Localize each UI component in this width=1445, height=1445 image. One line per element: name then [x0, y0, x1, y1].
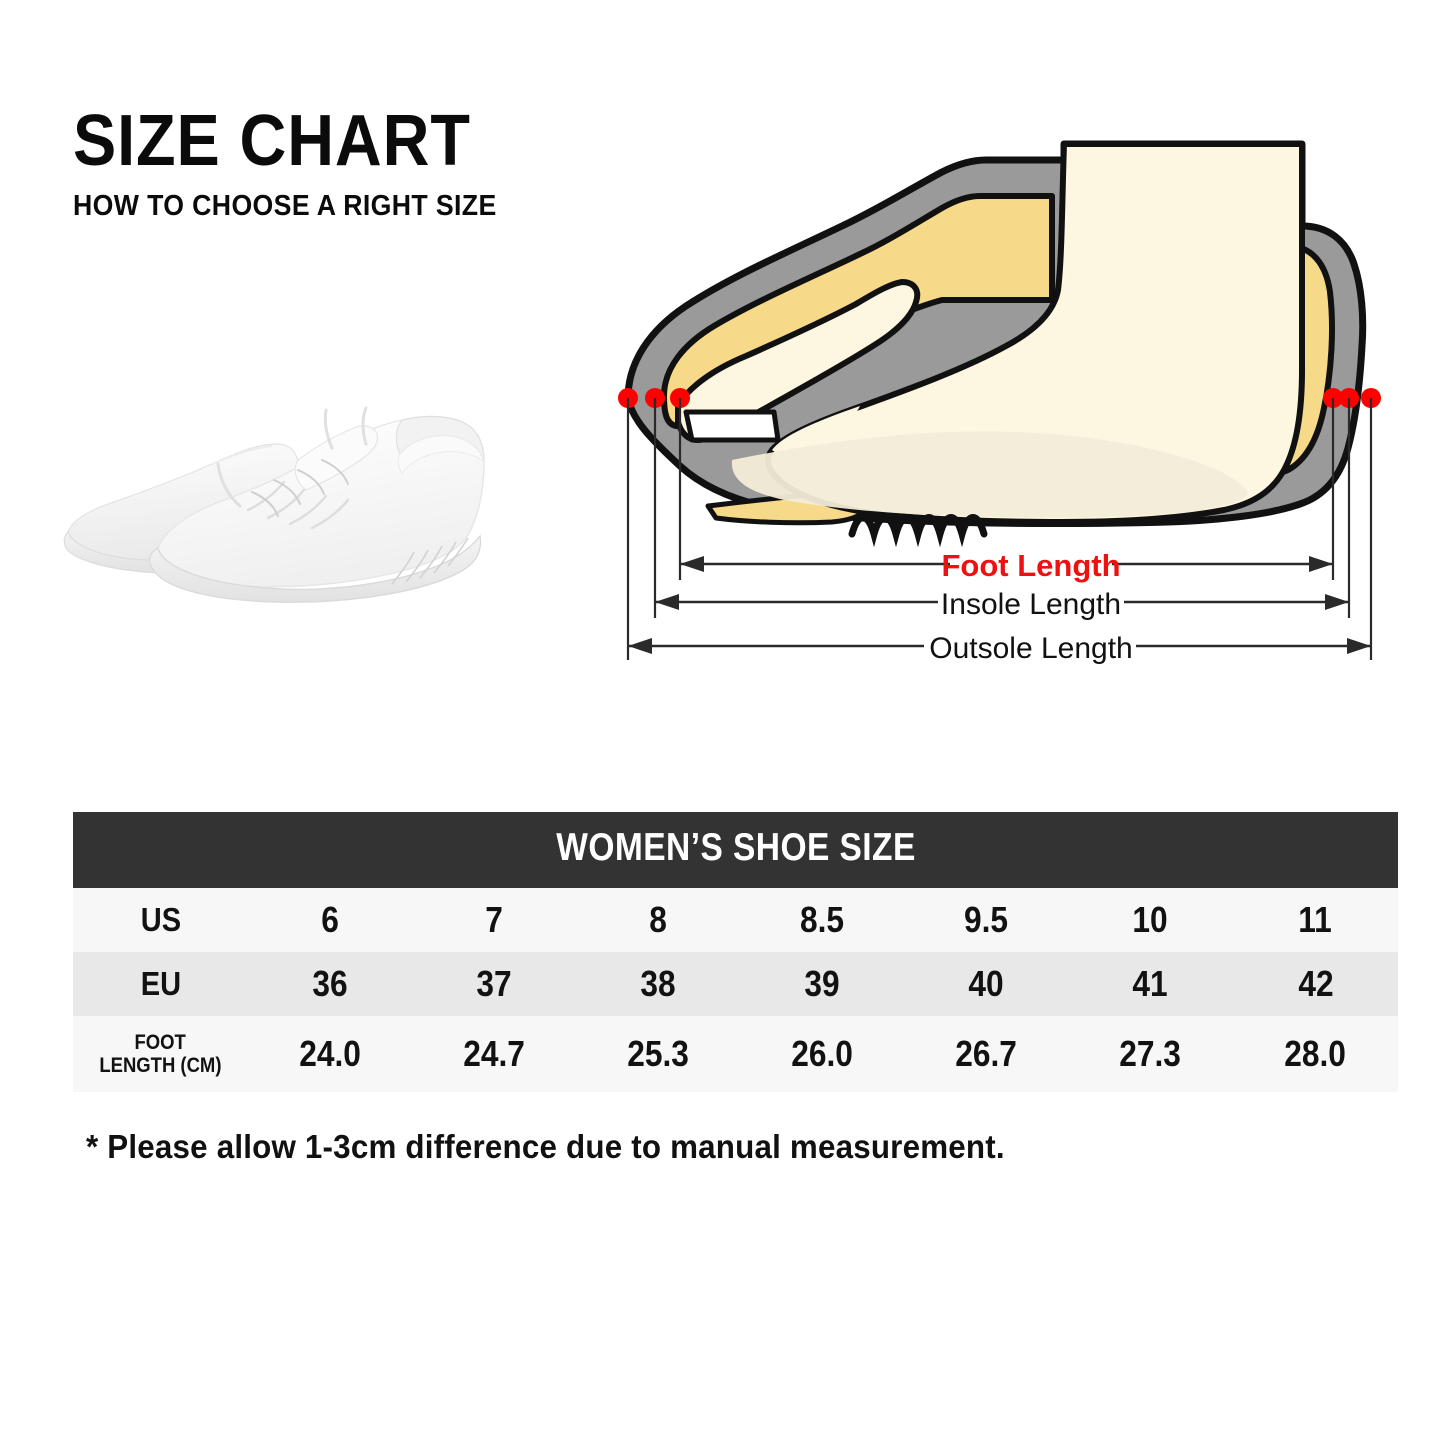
- sneaker-front: [148, 406, 485, 603]
- sole-shading: [731, 431, 1248, 518]
- page-title: SIZE CHART: [73, 101, 471, 181]
- cell-foot-6: 27.3: [1068, 1016, 1233, 1092]
- cell-eu-7: 42: [1233, 952, 1399, 1016]
- cell-us-4: 8.5: [740, 888, 904, 952]
- cell-us-1: 6: [248, 888, 412, 952]
- table-header-title: WOMEN’S SHOE SIZE: [73, 812, 1399, 888]
- cell-foot-3: 25.3: [576, 1016, 740, 1092]
- dimension-foot-length: Foot Length: [680, 548, 1333, 583]
- cell-foot-1: 24.0: [248, 1016, 412, 1092]
- guide-lines: [626, 398, 1373, 660]
- footnote-text: * Please allow 1-3cm difference due to m…: [86, 1128, 1005, 1165]
- cell-eu-6: 41: [1068, 952, 1233, 1016]
- page-subtitle: HOW TO CHOOSE A RIGHT SIZE: [73, 190, 497, 222]
- cell-us-5: 9.5: [904, 888, 1068, 952]
- cell-eu-2: 37: [412, 952, 576, 1016]
- heading-block: SIZE CHART HOW TO CHOOSE A RIGHT SIZE: [73, 104, 773, 222]
- cell-foot-4: 26.0: [740, 1016, 904, 1092]
- table-row-foot-length: FOOT LENGTH (CM) 24.0 24.7 25.3 26.0 26.…: [73, 1016, 1399, 1092]
- row-label-foot-length: FOOT LENGTH (CM): [73, 1016, 248, 1092]
- cell-eu-1: 36: [248, 952, 412, 1016]
- table-header-row: WOMEN’S SHOE SIZE: [73, 812, 1399, 888]
- row-label-us: US: [73, 888, 248, 952]
- table-row-us: US 6 7 8 8.5 9.5 10 11: [73, 888, 1399, 952]
- cell-eu-3: 38: [576, 952, 740, 1016]
- dimension-outsole-length: Outsole Length: [628, 632, 1371, 665]
- label-foot-length: Foot Length: [941, 548, 1120, 583]
- cell-foot-5: 26.7: [904, 1016, 1068, 1092]
- outsole-tread-zigzag: [848, 514, 988, 548]
- cell-us-3: 8: [576, 888, 740, 952]
- cell-us-2: 7: [412, 888, 576, 952]
- product-photo: [62, 352, 532, 622]
- row-label-eu: EU: [73, 952, 248, 1016]
- cell-eu-4: 39: [740, 952, 904, 1016]
- cell-us-6: 10: [1068, 888, 1233, 952]
- size-table: WOMEN’S SHOE SIZE US 6 7 8 8.5 9.5 10 11…: [73, 812, 1399, 1092]
- dimension-insole-length: Insole Length: [655, 588, 1349, 621]
- measurement-markers-right: [1323, 388, 1381, 408]
- cell-foot-2: 24.7: [412, 1016, 576, 1092]
- table-row-eu: EU 36 37 38 39 40 41 42: [73, 952, 1399, 1016]
- label-insole-length: Insole Length: [941, 588, 1121, 621]
- label-outsole-length: Outsole Length: [929, 632, 1132, 665]
- foot-cross-section-diagram: Foot Length Insole Length Outsole Length: [612, 130, 1402, 670]
- cell-us-7: 11: [1233, 888, 1399, 952]
- cell-eu-5: 40: [904, 952, 1068, 1016]
- cell-foot-7: 28.0: [1233, 1016, 1399, 1092]
